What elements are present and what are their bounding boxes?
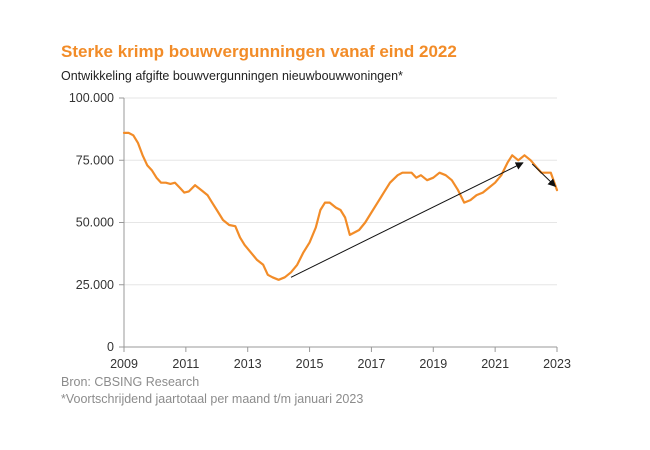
x-tick-label: 2019 [419, 357, 447, 371]
x-tick-label: 2013 [234, 357, 262, 371]
x-tick-label: 2011 [172, 357, 199, 371]
y-tick-label: 25.000 [76, 278, 114, 292]
x-tick-label: 2021 [481, 357, 509, 371]
y-tick-label: 75.000 [76, 153, 114, 167]
y-tick-label: 0 [107, 340, 114, 354]
x-tick-label: 2009 [110, 357, 138, 371]
x-tick-label: 2017 [358, 357, 386, 371]
series-line [122, 131, 559, 281]
y-tick-label: 50.000 [76, 216, 114, 230]
annotations [290, 162, 557, 278]
trend-arrow [290, 162, 524, 278]
source-note: Bron: CBSING Research [61, 375, 200, 389]
chart-subtitle: Ontwikkeling afgifte bouwvergunningen ni… [61, 69, 403, 83]
y-tick-labels: 0 25.000 50.000 75.000 100.000 [69, 91, 114, 354]
gridlines [124, 97, 557, 286]
footnote: *Voortschrijdend jaartotaal per maand t/… [61, 392, 364, 406]
x-tick-labels: 2009 2011 2013 2015 2017 2019 2021 2023 [110, 357, 571, 371]
chart-title: Sterke krimp bouwvergunningen vanaf eind… [61, 42, 457, 61]
trend-arrow [531, 163, 557, 187]
axes [119, 97, 558, 352]
x-tick-label: 2015 [296, 357, 324, 371]
y-tick-label: 100.000 [69, 91, 114, 105]
x-tick-label: 2023 [543, 357, 571, 371]
series-group [122, 131, 559, 281]
